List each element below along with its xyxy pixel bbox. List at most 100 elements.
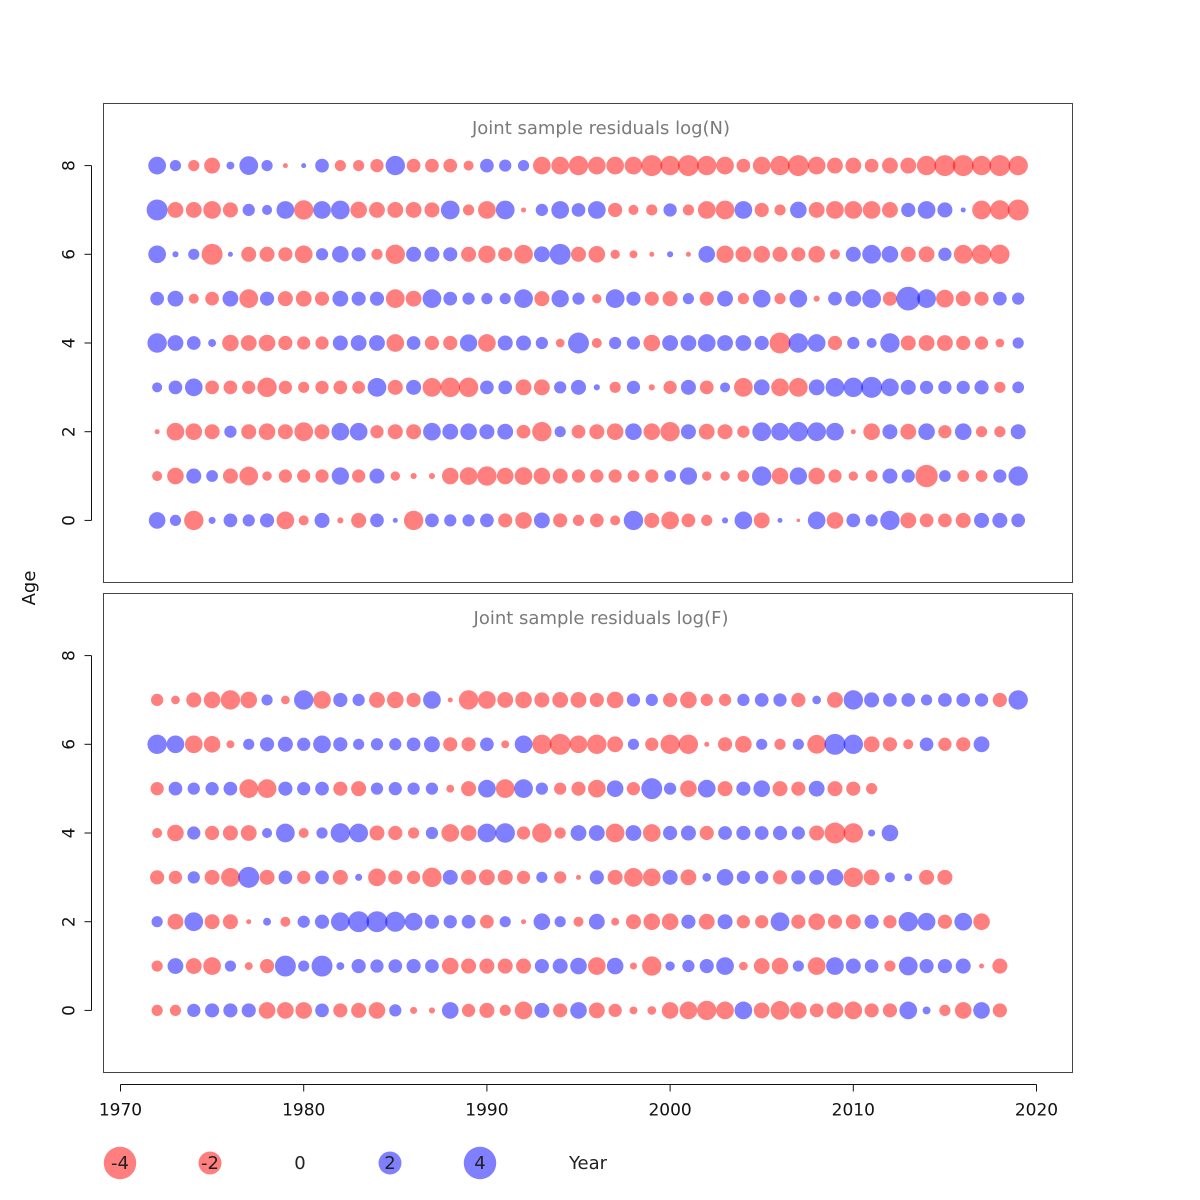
residual-bubble [367, 377, 387, 397]
residual-bubble [259, 291, 275, 306]
residual-bubble [495, 200, 515, 220]
residual-bubble [862, 289, 881, 309]
residual-bubble [241, 424, 257, 440]
residual-bubble [718, 693, 732, 707]
residual-bubble [554, 916, 566, 928]
residual-bubble [864, 158, 879, 173]
residual-bubble [370, 959, 384, 973]
residual-bubble [955, 291, 971, 307]
residual-bubble [717, 290, 733, 307]
residual-bubble [205, 825, 220, 841]
residual-bubble [552, 692, 569, 708]
residual-bubble [554, 827, 566, 839]
residual-bubble [385, 244, 405, 264]
residual-bubble [900, 335, 916, 351]
residual-bubble [152, 827, 163, 839]
residual-bubble [752, 289, 771, 308]
residual-bubble [349, 823, 369, 843]
residual-bubble [549, 733, 571, 755]
residual-bubble [276, 511, 295, 530]
residual-bubble [277, 291, 293, 307]
residual-bubble [754, 693, 769, 707]
residual-bubble [680, 780, 697, 797]
panel-log-f: Joint sample residuals log(F) 0 2 4 6 8 [60, 593, 1073, 1073]
residual-bubble [331, 467, 350, 485]
residual-bubble [497, 423, 514, 440]
residual-bubble [187, 1003, 201, 1018]
residual-bubble [297, 469, 311, 483]
residual-bubble [938, 247, 952, 261]
residual-bubble [587, 779, 606, 798]
residual-bubble [570, 692, 587, 708]
residual-bubble [533, 156, 551, 175]
residual-bubble [715, 200, 735, 220]
residual-bubble [824, 733, 846, 755]
residual-bubble [349, 422, 368, 441]
residual-bubble [240, 335, 257, 351]
legend-bubble [103, 1146, 137, 1180]
residual-bubble [169, 1004, 182, 1017]
residual-bubble [862, 201, 881, 219]
residual-bubble [553, 513, 568, 528]
residual-bubble [843, 823, 863, 843]
residual-bubble [187, 871, 200, 884]
residual-bubble [994, 381, 1006, 393]
residual-bubble [443, 335, 458, 351]
residual-bubble [148, 245, 166, 264]
residual-bubble [403, 510, 424, 531]
residual-bubble [330, 912, 350, 932]
residual-bubble [716, 245, 734, 263]
residual-bubble [774, 204, 786, 216]
residual-bubble [647, 1006, 657, 1015]
residual-bubble [336, 962, 345, 971]
residual-bubble [608, 202, 623, 218]
residual-bubble [330, 200, 350, 220]
residual-bubble [203, 735, 221, 753]
residual-bubble [274, 955, 296, 977]
residual-bubble [882, 468, 898, 484]
residual-bubble [424, 914, 440, 929]
residual-bubble [919, 869, 935, 885]
residual-bubble [223, 513, 238, 528]
residual-bubble [843, 867, 863, 888]
residual-bubble [663, 825, 678, 841]
panel-frame [103, 103, 1073, 583]
residual-bubble [516, 335, 532, 351]
residual-bubble [955, 512, 971, 528]
residual-bubble [716, 869, 734, 886]
residual-bubble [627, 470, 640, 482]
residual-bubble [239, 466, 259, 486]
residual-bubble [1012, 337, 1024, 349]
residual-bubble [992, 692, 1007, 708]
residual-bubble [371, 248, 383, 260]
residual-bubble [410, 1006, 418, 1014]
residual-bubble [337, 517, 344, 524]
residual-bubble [167, 913, 184, 930]
residual-bubble [677, 155, 699, 177]
residual-bubble [241, 1003, 256, 1018]
residual-bubble [606, 957, 624, 975]
residual-bubble [624, 867, 643, 887]
residual-bubble [608, 469, 622, 483]
residual-bubble [352, 469, 366, 483]
residual-bubble [352, 380, 366, 394]
residual-bubble [462, 292, 475, 305]
residual-bubble [222, 334, 239, 352]
residual-bubble [772, 246, 788, 262]
residual-bubble [259, 869, 275, 885]
residual-bubble [480, 513, 494, 528]
residual-bubble [593, 384, 600, 391]
residual-bubble [167, 290, 184, 307]
residual-bubble [685, 251, 691, 257]
residual-bubble [994, 426, 1006, 438]
residual-bubble [606, 691, 624, 709]
residual-bubble [702, 873, 712, 882]
y-axis-title: Age [19, 571, 40, 606]
residual-bubble [699, 291, 714, 306]
panel-log-n: Joint sample residuals log(N) 0 2 4 6 8 [60, 103, 1073, 583]
residual-bubble [641, 778, 663, 800]
residual-bubble [643, 423, 661, 441]
residual-bubble [277, 424, 293, 440]
residual-bubble [663, 692, 678, 708]
residual-bubble [167, 202, 184, 218]
